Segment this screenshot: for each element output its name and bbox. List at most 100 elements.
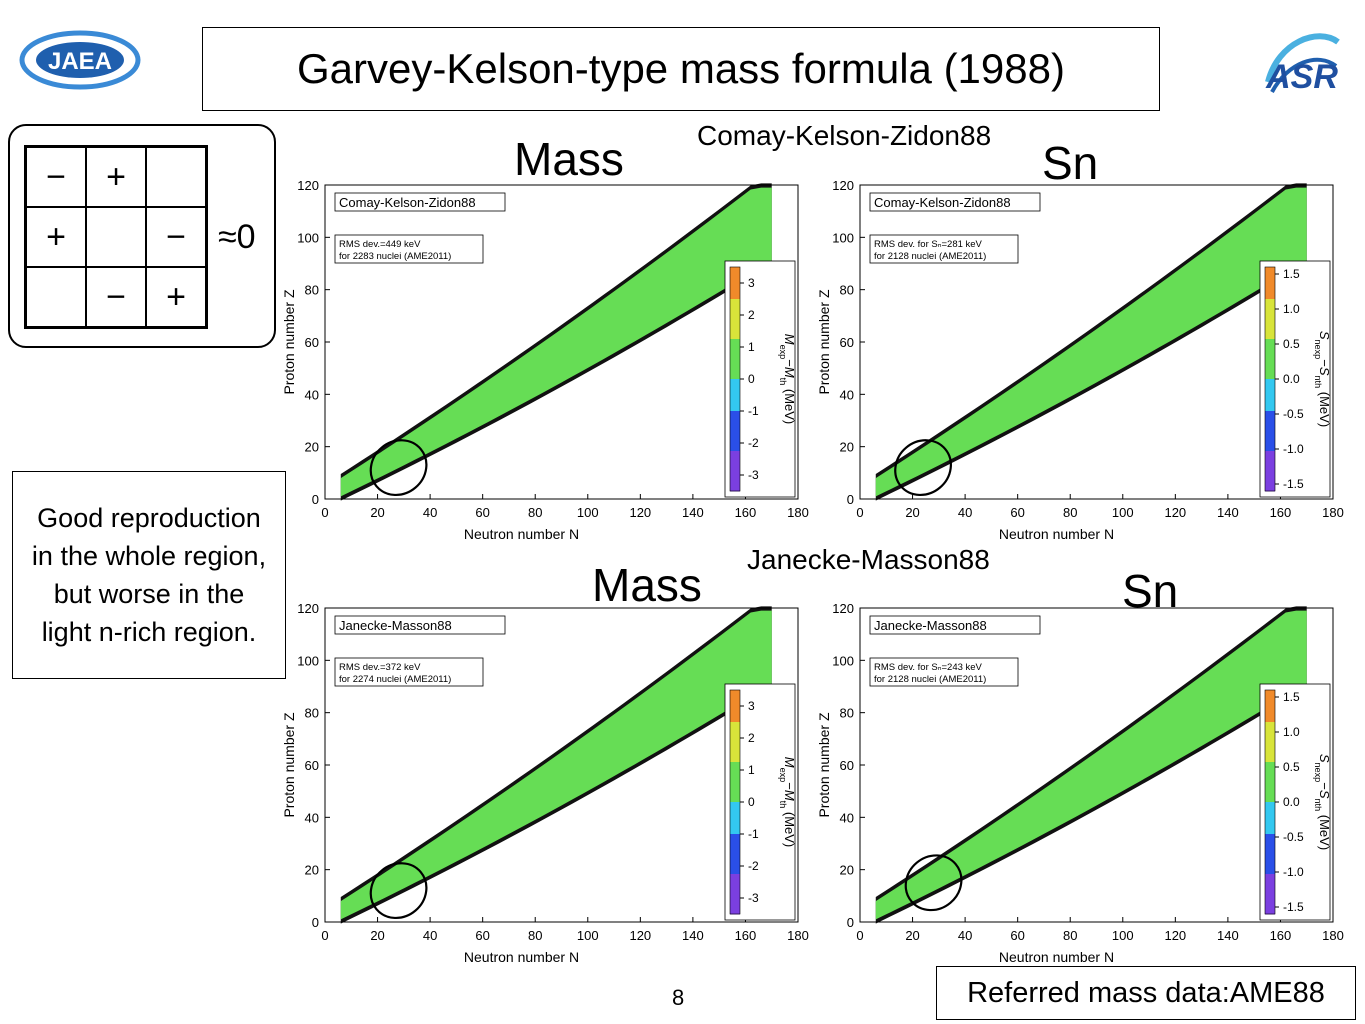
colorbar-segment — [1265, 858, 1275, 867]
colorbar-segment — [1265, 802, 1275, 811]
colorbar-segment — [730, 451, 740, 460]
colorbar-segment — [1265, 698, 1275, 707]
legend-title-box — [334, 192, 506, 212]
x-tick-label: 40 — [958, 928, 972, 943]
y-tick-label: 0 — [312, 492, 319, 507]
gk-cell: − — [146, 207, 206, 267]
colorbar-segment — [730, 467, 740, 476]
nuclide-band — [875, 610, 1307, 920]
info-box — [869, 234, 1019, 264]
colorbar-segment — [1265, 331, 1275, 340]
colorbar-tick-label: 0.0 — [1283, 372, 1300, 386]
colorbar-segment — [1265, 874, 1275, 883]
highlight-ellipse — [369, 439, 428, 497]
legend-title-box — [869, 192, 1041, 212]
colorbar-segment — [1265, 267, 1275, 276]
colorbar-segment — [730, 379, 740, 388]
colorbar-segment — [730, 323, 740, 332]
y-tick-label: 0 — [847, 492, 854, 507]
y-tick-label: 80 — [840, 706, 854, 721]
highlight-ellipse — [894, 439, 952, 497]
colorbar-segment — [1265, 890, 1275, 899]
colorbar-segment — [1265, 818, 1275, 827]
colorbar-segment — [1265, 794, 1275, 803]
colorbar-segment — [1265, 283, 1275, 292]
info-box — [334, 234, 484, 264]
colorbar-segment — [730, 770, 740, 779]
colorbar-segment — [1265, 754, 1275, 763]
colorbar-tick-label: 2 — [748, 308, 755, 322]
colorbar-segment — [730, 826, 740, 835]
x-tick-label: 80 — [1063, 928, 1077, 943]
y-tick-label: 120 — [832, 178, 854, 193]
info-box — [334, 657, 484, 687]
colorbar-segment — [1265, 778, 1275, 787]
colorbar-segment — [730, 810, 740, 819]
colorbar-tick-label: 0 — [748, 372, 755, 386]
y-tick-label: 100 — [297, 653, 319, 668]
colorbar-segment — [1265, 403, 1275, 412]
colorbar-segment — [730, 738, 740, 747]
colorbar-segment — [1265, 706, 1275, 715]
x-tick-label: 20 — [370, 928, 384, 943]
colorbar-segment — [730, 890, 740, 899]
x-tick-label: 100 — [577, 505, 599, 520]
note-line: but worse in the — [53, 579, 245, 609]
x-tick-label: 60 — [1010, 505, 1024, 520]
colorbar-segment — [730, 395, 740, 404]
legend-title-box — [869, 615, 1041, 635]
info-line: RMS dev.=449 keV — [339, 239, 421, 250]
x-tick-label: 60 — [475, 928, 489, 943]
colorbar-segment — [730, 866, 740, 875]
colorbar-segment — [1265, 323, 1275, 332]
colorbar-label: Snexp−Snth (MeV) — [1313, 754, 1332, 850]
x-tick-label: 160 — [735, 505, 757, 520]
x-tick-label: 140 — [1217, 928, 1239, 943]
colorbar-segment — [730, 339, 740, 348]
panel-label-mass-top: Mass — [514, 133, 624, 185]
colorbar-segment — [730, 307, 740, 316]
chart-mass-jm88: 0 20 40 60 80 100 120 140 160 180020406080100120N… — [281, 601, 809, 965]
colorbar-tick-label: -3 — [748, 891, 759, 905]
highlight-ellipse — [369, 862, 428, 920]
highlight-ellipse — [904, 854, 963, 912]
colorbar-segment — [1265, 475, 1275, 484]
x-tick-label: 160 — [735, 928, 757, 943]
gk-cell — [146, 147, 206, 207]
colorbar-segment — [1265, 307, 1275, 316]
y-tick-label: 80 — [305, 706, 319, 721]
info-line: RMS dev. for Sₙ=281 keV — [874, 239, 983, 250]
x-tick-label: 80 — [528, 505, 542, 520]
colorbar-tick-label: -1 — [748, 404, 759, 418]
x-tick-label: 100 — [1112, 505, 1134, 520]
colorbar-segment — [1265, 483, 1275, 492]
colorbar-segment — [730, 722, 740, 731]
colorbar-segment — [1265, 459, 1275, 468]
legend-title: Janecke-Masson88 — [339, 618, 452, 633]
x-tick-label: 80 — [528, 928, 542, 943]
y-tick-label: 80 — [305, 283, 319, 298]
y-tick-label: 40 — [305, 387, 319, 402]
colorbar-segment — [730, 842, 740, 851]
colorbar-segment — [730, 882, 740, 891]
y-tick-label: 20 — [840, 440, 854, 455]
y-axis-label: Proton number Z — [816, 289, 832, 394]
colorbar-tick-label: 1.0 — [1283, 302, 1300, 316]
jaea-logo-text: JAEA — [48, 48, 112, 75]
colorbar-segment — [730, 906, 740, 915]
colorbar-segment — [730, 291, 740, 300]
colorbar-segment — [730, 443, 740, 452]
y-tick-label: 60 — [305, 758, 319, 773]
colorbar-tick-label: 1.0 — [1283, 725, 1300, 739]
chart-sn-jm88: 0 20 40 60 80 100 120 140 160 180 0 20 40 60 80 100 120 N… — [816, 601, 1344, 965]
nuclide-band — [875, 187, 1307, 497]
colorbar-segment — [1265, 882, 1275, 891]
colorbar-segment — [1265, 467, 1275, 476]
x-tick-label: 60 — [475, 505, 489, 520]
gk-cell — [26, 267, 86, 327]
page-number: 8 — [672, 985, 685, 1010]
x-tick-label: 20 — [905, 928, 919, 943]
colorbar-segment — [1265, 746, 1275, 755]
x-tick-label: 0 — [321, 928, 328, 943]
colorbar-segment — [730, 347, 740, 356]
